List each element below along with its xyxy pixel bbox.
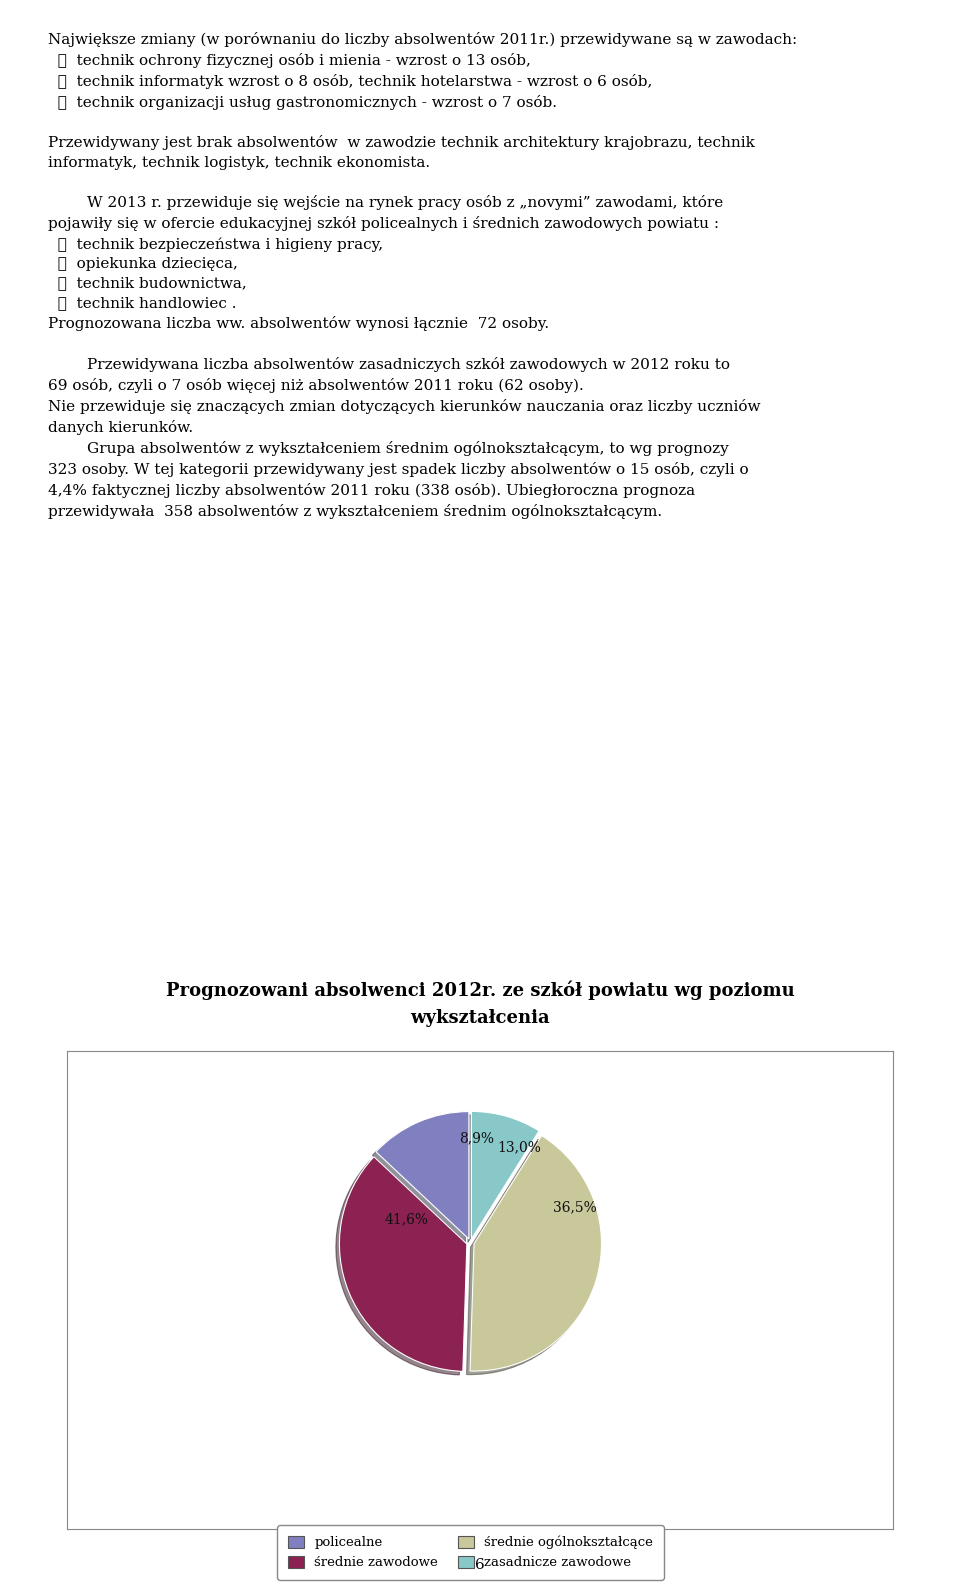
Text: 6: 6 <box>475 1558 485 1572</box>
Wedge shape <box>471 1112 540 1239</box>
Wedge shape <box>340 1157 467 1372</box>
Text: 36,5%: 36,5% <box>553 1200 597 1214</box>
Wedge shape <box>470 1136 602 1372</box>
Text: 41,6%: 41,6% <box>385 1212 429 1227</box>
Text: 8,9%: 8,9% <box>459 1131 494 1145</box>
Text: 13,0%: 13,0% <box>497 1141 540 1153</box>
Text: Największe zmiany (w porównaniu do liczby absolwentów 2011r.) przewidywane są w : Największe zmiany (w porównaniu do liczb… <box>48 32 797 519</box>
Text: Prognozowani absolwenci 2012r. ze szkół powiatu wg poziomu
wykształcenia: Prognozowani absolwenci 2012r. ze szkół … <box>166 981 794 1026</box>
Wedge shape <box>376 1112 468 1239</box>
Legend: policealne, średnie zawodowe, średnie ogólnokształcące, zasadnicze zawodowe: policealne, średnie zawodowe, średnie og… <box>277 1526 663 1580</box>
